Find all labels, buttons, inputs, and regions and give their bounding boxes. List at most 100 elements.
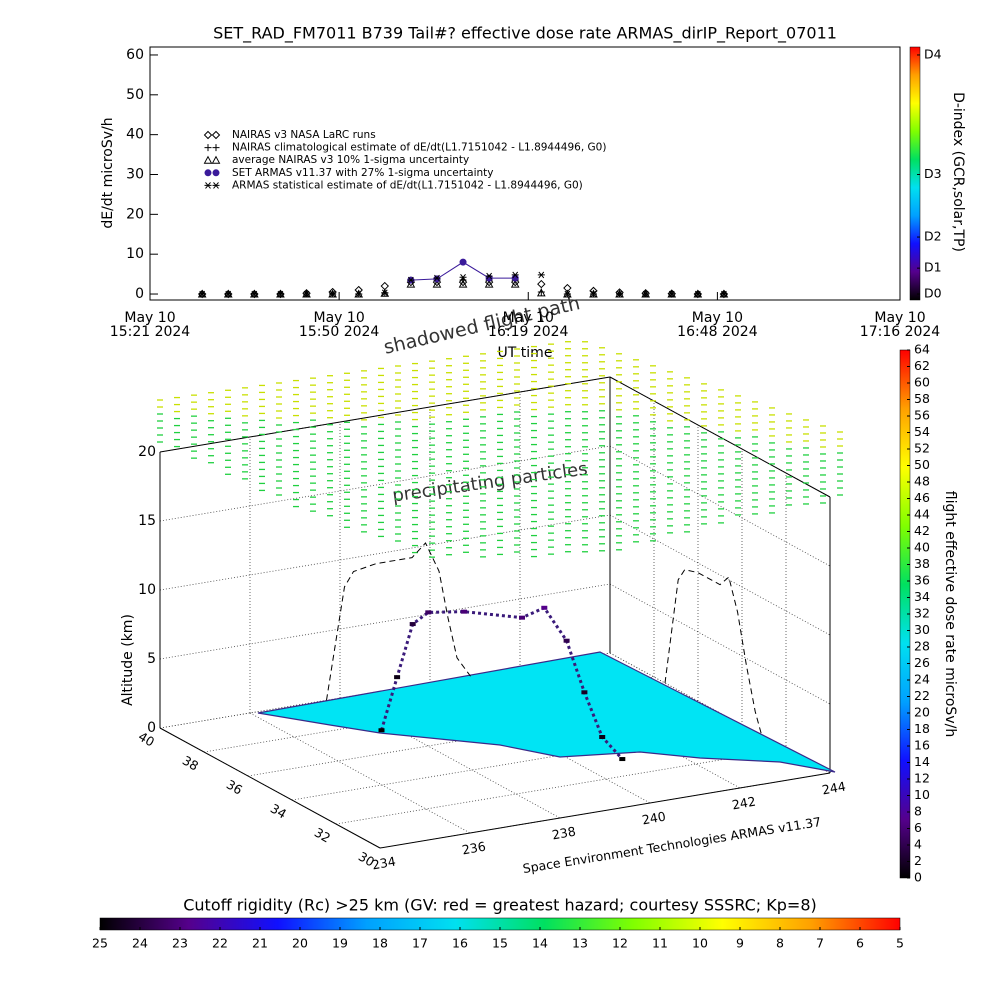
flight-point xyxy=(563,638,570,643)
chart-title: SET_RAD_FM7011 B739 Tail#? effective dos… xyxy=(213,24,837,44)
axis-edge xyxy=(159,376,611,453)
x-axis-label: UT time xyxy=(498,345,553,361)
x-tick-label: May 10 16:19 2024 xyxy=(488,310,569,340)
colorbar-tick-label: 58 xyxy=(914,391,930,406)
colorbar-tick-label: 8 xyxy=(776,936,784,951)
grid-line xyxy=(159,514,611,591)
colorbar-tick-label: 28 xyxy=(914,639,930,654)
y-tick-label: 60 xyxy=(126,47,144,63)
marker xyxy=(484,279,494,288)
marker xyxy=(458,279,468,288)
axis-edge xyxy=(609,376,831,498)
flight-point xyxy=(619,757,626,762)
legend-marker xyxy=(211,130,221,140)
colorbar-tick-label: 36 xyxy=(914,573,930,588)
lat-tick-label: 30 xyxy=(356,849,377,870)
marker xyxy=(197,289,207,299)
flight-point xyxy=(378,728,385,733)
marker xyxy=(198,290,206,298)
colorbar-tick-label: D1 xyxy=(924,260,942,275)
colorbar-tick-label: 22 xyxy=(212,936,228,951)
marker xyxy=(485,272,493,280)
grid-line xyxy=(291,724,743,801)
marker xyxy=(537,279,546,289)
y-tick-label: 0 xyxy=(135,286,144,302)
colorbar-label: flight effective dose rate microSv/h xyxy=(942,491,958,737)
y-tick-label: 30 xyxy=(126,166,144,182)
grid-line xyxy=(335,748,787,825)
colorbar-tick-label: 4 xyxy=(914,837,922,852)
legend-label: NAIRAS climatological estimate of dE/dt(… xyxy=(232,142,606,154)
marker xyxy=(458,277,468,287)
colorbar-tick-label: D4 xyxy=(924,46,942,61)
colorbar-tick-label: 9 xyxy=(736,936,744,951)
marker xyxy=(250,290,258,298)
legend-marker xyxy=(212,144,220,152)
legend-label: NAIRAS v3 NASA LaRC runs xyxy=(232,129,376,141)
colorbar-tick-label: 14 xyxy=(914,754,930,769)
colorbar-tick-label: 18 xyxy=(372,936,388,951)
lat-tick-label: 36 xyxy=(224,777,245,798)
colorbar-tick-label: 17 xyxy=(412,936,428,951)
colorbar-tick-label: 64 xyxy=(914,342,930,357)
flight-point xyxy=(461,609,467,614)
legend-label: SET ARMAS v11.37 with 27% 1-sigma uncert… xyxy=(232,167,494,179)
legend-marker xyxy=(212,182,220,189)
colorbar-tick-label: 24 xyxy=(132,936,148,951)
colorbar-tick-label: 48 xyxy=(914,474,930,489)
y-axis-label: dE/dt microSv/h xyxy=(100,117,116,228)
flight-point xyxy=(519,615,525,620)
marker xyxy=(668,290,676,298)
axis-edge xyxy=(159,727,381,849)
colorbar-tick-label: 38 xyxy=(914,556,930,571)
colorbar-tick-label: 44 xyxy=(914,507,930,522)
x-tick-label: May 10 15:50 2024 xyxy=(299,310,380,340)
marker xyxy=(537,271,545,279)
colorbar-tick-label: 21 xyxy=(252,936,268,951)
marker xyxy=(459,273,467,281)
colorbar-tick-label: 30 xyxy=(914,622,930,637)
legend-marker xyxy=(204,169,212,177)
z-tick-label: 10 xyxy=(138,582,156,598)
colorbar-tick-label: 15 xyxy=(492,936,508,951)
colorbar-tick-label: 23 xyxy=(172,936,188,951)
colorbar-tick-label: 8 xyxy=(914,804,922,819)
marker xyxy=(459,258,467,266)
marker xyxy=(720,290,728,298)
marker xyxy=(511,271,519,279)
colorbar-tick-label: 25 xyxy=(92,936,108,951)
wall-projection xyxy=(326,542,471,701)
x-tick-label: May 10 17:16 2024 xyxy=(860,310,941,340)
wall-projection xyxy=(664,569,763,736)
marker xyxy=(381,289,389,297)
colorbar-tick-label: 46 xyxy=(914,490,930,505)
grid-line xyxy=(159,583,611,660)
x-tick-label: May 10 16:48 2024 xyxy=(677,310,758,340)
marker xyxy=(642,290,650,298)
flight-point xyxy=(581,690,588,695)
marker xyxy=(276,290,284,298)
colorbar-tick-label: 56 xyxy=(914,408,930,423)
lat-tick-label: 38 xyxy=(180,753,201,774)
marker xyxy=(224,289,233,299)
marker xyxy=(433,274,441,282)
colorbar-tick-label: 26 xyxy=(914,655,930,670)
marker xyxy=(536,288,546,297)
marker xyxy=(693,289,703,299)
colorbar-tick-label: D3 xyxy=(924,166,942,181)
y-tick-label: 20 xyxy=(126,206,144,222)
colorbar-tick-label: 54 xyxy=(914,424,930,439)
colorbar-tick-label: 16 xyxy=(452,936,468,951)
legend-marker xyxy=(203,130,213,140)
marker xyxy=(406,279,416,288)
lon-tick-label: 242 xyxy=(731,794,757,813)
colorbar-label: D-index (GCR,solar,TP) xyxy=(950,92,966,252)
lat-tick-label: 34 xyxy=(268,801,289,822)
marker xyxy=(432,279,442,288)
y-tick-label: 50 xyxy=(126,87,144,103)
colorbar-tick-label: 2 xyxy=(914,853,922,868)
colorbar-tick-label: D0 xyxy=(924,286,942,301)
colorbar-title: Cutoff rigidity (Rc) >25 km (GV: red = g… xyxy=(183,896,817,915)
